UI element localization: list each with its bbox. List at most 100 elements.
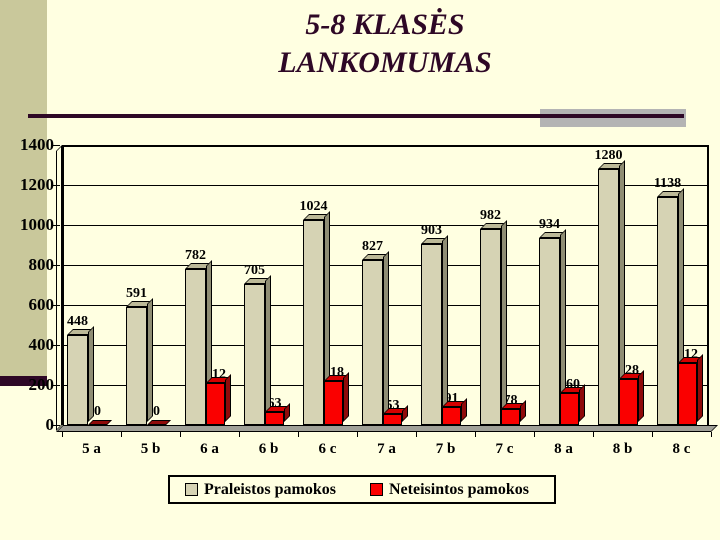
- category-label-10: 8 c: [672, 441, 691, 457]
- value-label-praleistos-10: 1138: [653, 176, 682, 192]
- ytick-mark-400: [51, 345, 60, 346]
- xtick-mark-8: [534, 432, 535, 437]
- ytick-mark-0: [51, 425, 60, 426]
- ytick-mark-800: [51, 265, 60, 266]
- value-label-praleistos-3: 705: [244, 263, 265, 278]
- chart-legend: Praleistos pamokos Neteisintos pamokos: [168, 475, 556, 504]
- category-label-7: 7 c: [495, 441, 514, 457]
- chart-floor: [56, 425, 718, 432]
- bar-neteisintos-2-side: [225, 373, 231, 422]
- bar-praleistos-10-front: [657, 197, 678, 425]
- bar-neteisintos-7-front: [501, 409, 520, 425]
- bar-praleistos-1-front: [126, 306, 147, 425]
- xtick-mark-1: [121, 432, 122, 437]
- ytick-label-800: 800: [28, 255, 55, 274]
- value-label-praleistos-0: 448: [67, 314, 88, 330]
- ytick-label-200: 200: [28, 375, 55, 394]
- bar-praleistos-7-front: [480, 228, 501, 425]
- bar-neteisintos-2-front: [206, 382, 225, 425]
- bar-praleistos-6-side: [442, 235, 448, 422]
- legend-label-neteisintos: Neteisintos pamokos: [389, 480, 530, 498]
- value-label-praleistos-5: 827: [362, 238, 383, 254]
- bar-praleistos-9-front: [598, 169, 619, 425]
- legend-marker-praleistos-icon: [185, 483, 198, 496]
- ytick-label-1400: 1400: [20, 135, 54, 154]
- value-label-neteisintos-1: 0: [153, 404, 160, 419]
- ytick-label-1200: 1200: [20, 175, 54, 194]
- ytick-label-1000: 1000: [20, 215, 54, 234]
- title-underline: [28, 114, 684, 118]
- bar-neteisintos-5-front: [383, 414, 402, 425]
- category-label-6: 7 b: [435, 441, 456, 457]
- bar-neteisintos-4-side: [343, 372, 349, 422]
- legend-entry-praleistos: Praleistos pamokos: [185, 481, 336, 499]
- xtick-mark-5: [357, 432, 358, 437]
- left-decoration-band: [0, 0, 47, 376]
- value-label-praleistos-9: 1280: [594, 148, 623, 163]
- page-title: 5-8 KLASĖS LANKOMUMAS: [130, 6, 640, 82]
- category-label-1: 5 b: [140, 441, 161, 457]
- category-label-0: 5 a: [82, 441, 101, 457]
- legend-label-praleistos: Praleistos pamokos: [204, 480, 336, 498]
- legend-entry-neteisintos: Neteisintos pamokos: [370, 481, 529, 499]
- xtick-mark-9: [593, 432, 594, 437]
- ytick-mark-1400: [51, 145, 60, 146]
- ytick-mark-600: [51, 305, 60, 306]
- category-label-3: 6 b: [258, 441, 279, 457]
- value-label-praleistos-8: 934: [539, 217, 560, 233]
- bar-neteisintos-8-side: [579, 384, 585, 422]
- ytick-mark-1200: [51, 185, 60, 186]
- xtick-mark-10: [652, 432, 653, 437]
- gridline-1000: [63, 225, 708, 226]
- xtick-mark-11: [711, 432, 712, 437]
- bar-praleistos-3-front: [244, 284, 265, 425]
- xtick-mark-6: [416, 432, 417, 437]
- bar-neteisintos-9-side: [638, 370, 644, 422]
- category-label-9: 8 b: [612, 441, 633, 457]
- category-label-8: 8 a: [554, 441, 573, 457]
- value-label-praleistos-4: 1024: [299, 199, 328, 215]
- legend-marker-neteisintos-icon: [370, 483, 383, 496]
- ytick-mark-200: [51, 385, 60, 386]
- page-title-line1: 5-8 KLASĖS: [305, 8, 465, 41]
- left-decoration-accent: [0, 376, 47, 386]
- bar-neteisintos-4-front: [324, 381, 343, 425]
- category-label-2: 6 a: [200, 441, 219, 457]
- category-label-4: 6 c: [318, 441, 337, 457]
- bar-neteisintos-9-front: [619, 379, 638, 425]
- category-label-5: 7 a: [377, 441, 396, 457]
- xtick-mark-2: [180, 432, 181, 437]
- ytick-label-0: 0: [45, 415, 55, 434]
- value-label-neteisintos-0: 0: [94, 404, 101, 419]
- bar-praleistos-5-side: [383, 250, 389, 422]
- bar-neteisintos-3-front: [265, 412, 284, 425]
- title-gray-accent-bar: [540, 109, 686, 127]
- bar-praleistos-0-side: [88, 326, 94, 422]
- value-label-praleistos-1: 591: [126, 285, 147, 301]
- gridline-1200: [63, 185, 708, 186]
- xtick-mark-0: [62, 432, 63, 437]
- bar-praleistos-4-front: [303, 220, 324, 425]
- bar-praleistos-3-side: [265, 275, 271, 422]
- bar-praleistos-6-front: [421, 244, 442, 425]
- bar-praleistos-0-front: [67, 335, 88, 425]
- bar-praleistos-8-front: [539, 238, 560, 425]
- bar-praleistos-7-side: [501, 219, 507, 422]
- bar-neteisintos-8-front: [560, 393, 579, 425]
- xtick-mark-3: [239, 432, 240, 437]
- bar-praleistos-2-front: [185, 268, 206, 425]
- bar-praleistos-5-front: [362, 259, 383, 425]
- value-label-praleistos-6: 903: [421, 223, 442, 239]
- xtick-mark-4: [298, 432, 299, 437]
- bar-neteisintos-6-front: [442, 406, 461, 425]
- ytick-label-400: 400: [28, 335, 55, 354]
- page-title-line2: LANKOMUMAS: [278, 46, 492, 79]
- bar-neteisintos-10-front: [678, 362, 697, 425]
- xtick-mark-7: [475, 432, 476, 437]
- value-label-praleistos-7: 982: [480, 207, 501, 223]
- ytick-label-600: 600: [28, 295, 55, 314]
- value-label-praleistos-2: 782: [185, 247, 206, 263]
- chart-back-wall: [62, 145, 709, 425]
- bar-praleistos-1-side: [147, 297, 153, 422]
